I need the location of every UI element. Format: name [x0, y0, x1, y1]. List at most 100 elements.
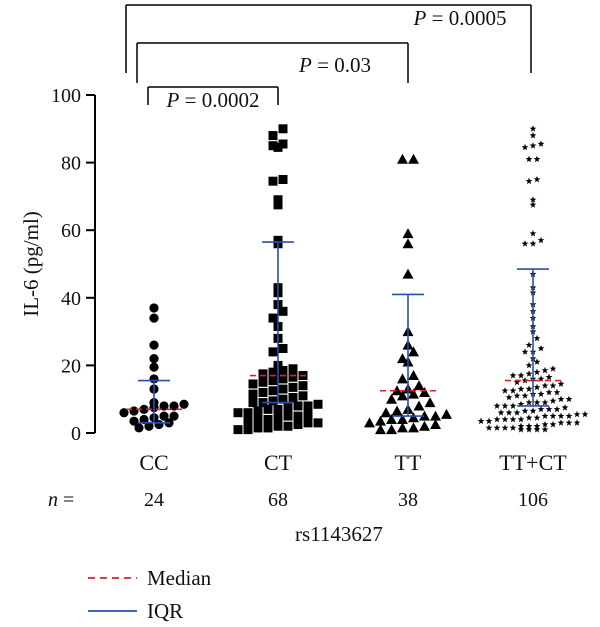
n-value: 38: [398, 489, 418, 511]
point-star: [549, 365, 557, 372]
p-symbol: P: [298, 53, 312, 77]
point-star: [517, 426, 525, 433]
significance-brackets: P = 0.0002 P = 0.03 P = 0.0005: [125, 4, 532, 112]
point-star: [557, 395, 565, 403]
point-star: [565, 412, 573, 419]
y-tick-label: 20: [61, 355, 81, 377]
point-triangle: [441, 408, 452, 419]
point-square: [293, 420, 303, 430]
point-star: [549, 420, 557, 428]
point-triangle: [391, 405, 403, 416]
category-label: TT: [395, 450, 422, 475]
point-circle: [149, 354, 159, 364]
point-square: [278, 306, 288, 316]
point-triangle: [397, 390, 408, 401]
point-star: [533, 399, 541, 406]
point-star: [541, 382, 549, 389]
point-square: [253, 423, 263, 433]
point-star: [521, 240, 529, 247]
point-triangle: [408, 346, 419, 357]
point-triangle: [430, 410, 441, 421]
point-triangle: [402, 228, 414, 239]
point-square: [273, 413, 283, 423]
legend-label-median: Median: [147, 566, 212, 590]
point-circle: [139, 404, 149, 414]
point-triangle: [386, 424, 397, 435]
point-square: [248, 398, 258, 408]
point-star: [525, 361, 533, 369]
point-square: [303, 409, 313, 419]
point-star: [501, 402, 509, 409]
p-value-text: = 0.0002: [179, 88, 259, 112]
point-circle: [154, 419, 164, 430]
point-square: [298, 381, 308, 391]
median-iqr-lines: [126, 241, 561, 424]
p-value-label: P = 0.0005: [413, 6, 507, 30]
point-star: [517, 415, 525, 423]
point-square: [268, 141, 278, 151]
point-square: [258, 377, 268, 387]
point-square: [268, 367, 278, 377]
point-triangle: [402, 268, 414, 279]
point-star: [525, 426, 533, 433]
point-star: [565, 419, 573, 426]
point-square: [268, 386, 278, 396]
point-square: [288, 393, 298, 403]
y-tick-label: 40: [61, 288, 81, 310]
point-circle: [139, 414, 149, 425]
point-star: [509, 371, 517, 379]
point-star: [549, 382, 557, 389]
category-label: CC: [139, 450, 168, 475]
point-circle: [119, 408, 129, 418]
point-square: [278, 394, 288, 404]
point-star: [525, 370, 533, 377]
point-circle: [169, 401, 179, 411]
category-label: TT+CT: [499, 450, 567, 475]
p-value-label: P = 0.03: [298, 53, 371, 77]
point-star: [565, 395, 573, 403]
point-triangle: [397, 413, 408, 424]
point-star: [537, 344, 545, 352]
point-triangle: [375, 424, 386, 435]
point-star: [533, 358, 541, 365]
point-triangle: [408, 153, 419, 164]
point-triangle: [408, 412, 419, 423]
point-star: [521, 392, 529, 399]
point-square: [268, 131, 278, 141]
point-square: [288, 364, 298, 374]
point-square: [263, 414, 273, 424]
point-square: [273, 142, 283, 152]
point-star: [541, 420, 549, 428]
point-star: [545, 405, 553, 413]
point-star: [501, 387, 509, 394]
point-star: [525, 177, 533, 185]
point-star: [509, 402, 517, 409]
point-star: [509, 424, 517, 431]
point-star: [537, 390, 545, 397]
point-triangle: [380, 407, 392, 418]
point-triangle: [397, 373, 408, 384]
point-square: [278, 139, 288, 149]
n-values: 24 68 38 106: [144, 489, 548, 511]
point-square: [268, 396, 278, 406]
point-square: [243, 425, 253, 435]
point-star: [525, 155, 533, 163]
point-square: [243, 416, 253, 426]
point-star: [533, 383, 541, 391]
point-star: [521, 348, 529, 355]
point-star: [509, 387, 517, 394]
point-triangle: [397, 153, 408, 164]
n-value: 24: [144, 489, 164, 511]
point-star: [529, 142, 537, 149]
point-star: [517, 371, 525, 379]
y-tick-label: 60: [61, 220, 81, 242]
point-star: [529, 196, 537, 203]
point-square: [303, 418, 313, 428]
point-triangle: [419, 386, 430, 397]
point-triangle: [408, 388, 419, 399]
point-star: [557, 380, 565, 387]
n-symbol: n: [48, 489, 58, 511]
point-square: [278, 124, 288, 134]
point-square: [268, 313, 278, 323]
